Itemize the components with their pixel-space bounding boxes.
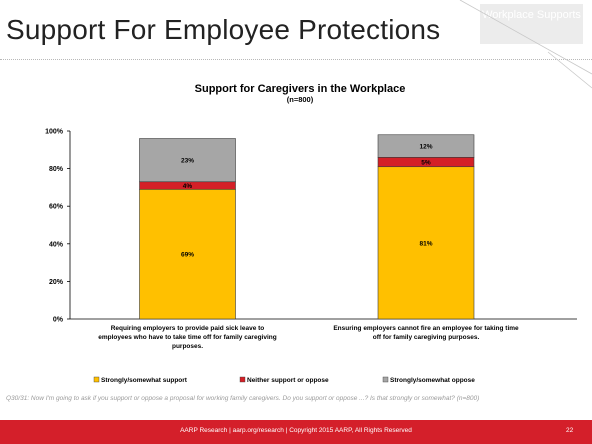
legend-label: Strongly/somewhat oppose	[390, 377, 475, 384]
data-label: 5%	[421, 160, 431, 167]
category-label: Requiring employers to provide paid sick…	[98, 325, 276, 350]
footnote: Q30/31: Now I'm going to ask if you supp…	[6, 395, 480, 402]
data-label: 69%	[181, 252, 194, 259]
chart: Support for Caregivers in the Workplace(…	[45, 83, 577, 384]
y-tick-label: 40%	[49, 241, 64, 248]
data-label: 4%	[183, 183, 193, 190]
legend-label: Neither support or oppose	[247, 377, 329, 384]
corner-decoration	[459, 0, 592, 89]
bar-segment-support	[377, 166, 475, 320]
bar-segment-oppose	[377, 134, 475, 158]
page-number: 22	[566, 427, 574, 434]
footer-bar: AARP Research | aarp.org/research | Copy…	[0, 420, 592, 444]
section-tag: Workplace Supports	[480, 4, 583, 44]
chart-subtitle: (n=800)	[287, 95, 314, 104]
y-tick-label: 60%	[49, 204, 64, 211]
slide-title: Support For Employee Protections	[6, 14, 441, 45]
legend-swatch-neither	[239, 376, 246, 383]
legend-swatch-support	[93, 376, 100, 383]
data-label: 23%	[181, 158, 194, 165]
title-divider	[0, 59, 592, 60]
y-tick-label: 20%	[49, 279, 64, 286]
y-tick-label: 0%	[53, 317, 64, 324]
footer-text: AARP Research | aarp.org/research | Copy…	[180, 427, 412, 434]
legend-swatch-oppose	[382, 376, 389, 383]
legend-label: Strongly/somewhat support	[101, 377, 188, 384]
y-tick-label: 100%	[45, 129, 64, 136]
bar-segment-oppose	[139, 138, 236, 183]
y-tick-label: 80%	[49, 166, 64, 173]
data-label: 81%	[419, 240, 432, 247]
category-label: Ensuring employers cannot fire an employ…	[333, 325, 519, 341]
data-label: 12%	[419, 144, 432, 151]
chart-title: Support for Caregivers in the Workplace	[195, 83, 406, 95]
